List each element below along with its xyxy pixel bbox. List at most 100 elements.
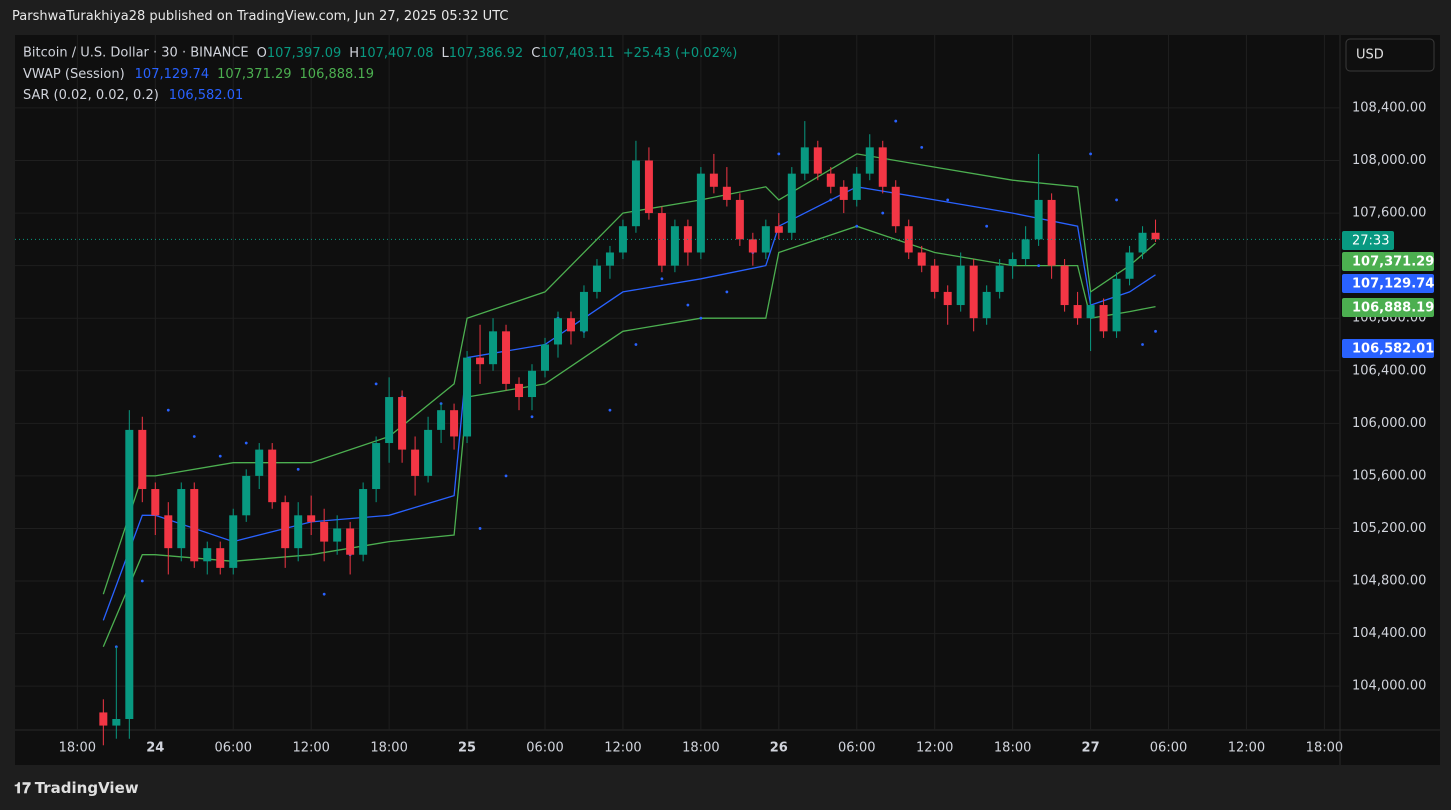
candle-body — [995, 265, 1004, 292]
candle-body — [592, 265, 601, 292]
badge — [1342, 339, 1434, 358]
candle-body — [1034, 199, 1043, 240]
candle-body — [1047, 199, 1056, 266]
x-tick-label: 12:00 — [604, 741, 641, 756]
badge — [1342, 274, 1434, 293]
candle-body — [852, 173, 861, 200]
candle-body — [579, 291, 588, 332]
ohlc-label: H — [349, 46, 359, 61]
vwap-badge: 107,129.74 — [1352, 277, 1434, 292]
sar-value: 106,582.01 — [169, 88, 243, 103]
chart-bg — [15, 35, 1440, 765]
brand: TradingView — [34, 779, 139, 797]
candle-body — [450, 410, 459, 437]
candle-body — [515, 383, 524, 398]
indicator-name: VWAP (Session) 107,129.74 107,371.29 106,88… — [23, 67, 374, 82]
candle-body — [151, 489, 160, 516]
x-tick-label: 18:00 — [59, 741, 96, 756]
candle-body — [1125, 252, 1134, 279]
button-box[interactable] — [1345, 38, 1435, 72]
sar-dot — [881, 211, 885, 215]
sar-dot — [1141, 343, 1144, 346]
candle-body — [800, 147, 809, 174]
candle-body — [774, 226, 783, 233]
x-tick-label: 18:00 — [994, 741, 1031, 756]
candle-body — [268, 449, 277, 503]
candle-body — [982, 291, 991, 319]
candle-body — [943, 291, 952, 306]
currency[interactable]: USD — [1356, 48, 1384, 63]
sar-dot — [777, 152, 781, 156]
ohlc-label: L — [442, 46, 450, 61]
sar-dot — [946, 198, 950, 202]
price-badges: 27:33 107,371.29 107,129.74 106,888.19 1… — [1342, 231, 1434, 358]
candle-body — [1021, 239, 1030, 260]
candle-body — [112, 719, 121, 726]
sar-dot — [504, 474, 508, 478]
candle-body — [670, 226, 679, 266]
candle-body — [696, 173, 705, 253]
candle-body — [631, 160, 640, 227]
x-tick-label: 18:00 — [682, 741, 719, 756]
sar-dot — [1089, 152, 1092, 156]
ohlc-value: 107,403.11 — [540, 46, 614, 61]
candle-body — [904, 226, 913, 253]
candle-body — [203, 548, 212, 562]
x-tick-label: 12:00 — [1228, 741, 1265, 756]
ohlc-value: 107,386.92 — [449, 46, 523, 61]
candle-body — [437, 410, 446, 430]
sar-dot — [686, 303, 690, 307]
candle-body — [1112, 278, 1121, 332]
candle-body — [333, 528, 342, 542]
x-tick-label: 26 — [770, 741, 788, 756]
candle-body — [839, 186, 848, 200]
candle-body — [657, 213, 666, 266]
sar-dot — [530, 415, 534, 419]
publish-header: ParshwaTurakhiya28 published on TradingV… — [12, 9, 509, 24]
x-tick-label: 12:00 — [292, 741, 329, 756]
upper-badge: 107,371.29 — [1352, 255, 1434, 270]
y-tick-label: 104,400.00 — [1352, 626, 1426, 641]
candle-body — [813, 147, 822, 174]
x-tick-label: 25 — [458, 741, 476, 756]
candle-body — [566, 318, 575, 332]
candle-body — [1151, 232, 1160, 240]
sar-dot — [660, 277, 664, 281]
x-tick-label: 06:00 — [526, 741, 563, 756]
candle-body — [1008, 259, 1017, 266]
candle-body — [385, 397, 394, 444]
candle-body — [99, 712, 108, 726]
candle-body — [190, 489, 199, 562]
candle-body — [489, 331, 498, 365]
candle-body — [138, 429, 147, 490]
sar-dot — [374, 382, 378, 386]
candle-body — [891, 186, 900, 227]
candle-body — [865, 147, 874, 174]
sar-dot — [699, 316, 703, 320]
y-tick-label: 104,800.00 — [1352, 574, 1426, 589]
candle-body — [878, 147, 887, 187]
candle-body — [969, 265, 978, 319]
sar-dot — [478, 527, 482, 530]
indicator-line — [102, 225, 1156, 647]
candle-body — [826, 173, 835, 187]
candle-body — [320, 521, 329, 542]
currency-button[interactable]: USD — [1345, 38, 1435, 72]
candle-body — [411, 449, 420, 476]
x-tick-label: 27 — [1082, 741, 1100, 756]
sar-name: SAR (0.02, 0.02, 0.2) — [23, 88, 159, 103]
x-tick-label: 12:00 — [916, 741, 953, 756]
indicator-name: SAR (0.02, 0.02, 0.2) 106,582.01 — [23, 88, 243, 103]
sar-dot — [1115, 198, 1118, 202]
ohlc-label: O — [257, 46, 267, 61]
sar-dot — [140, 579, 144, 583]
candle-body — [605, 252, 614, 266]
candle-body — [644, 160, 653, 214]
lower-value: 106,888.19 — [300, 67, 374, 82]
x-tick-label: 06:00 — [1150, 741, 1187, 756]
candle-body — [1138, 232, 1147, 253]
y-tick-label: 106,000.00 — [1352, 416, 1426, 431]
candle-body — [216, 548, 225, 568]
sar-dot — [218, 454, 222, 458]
